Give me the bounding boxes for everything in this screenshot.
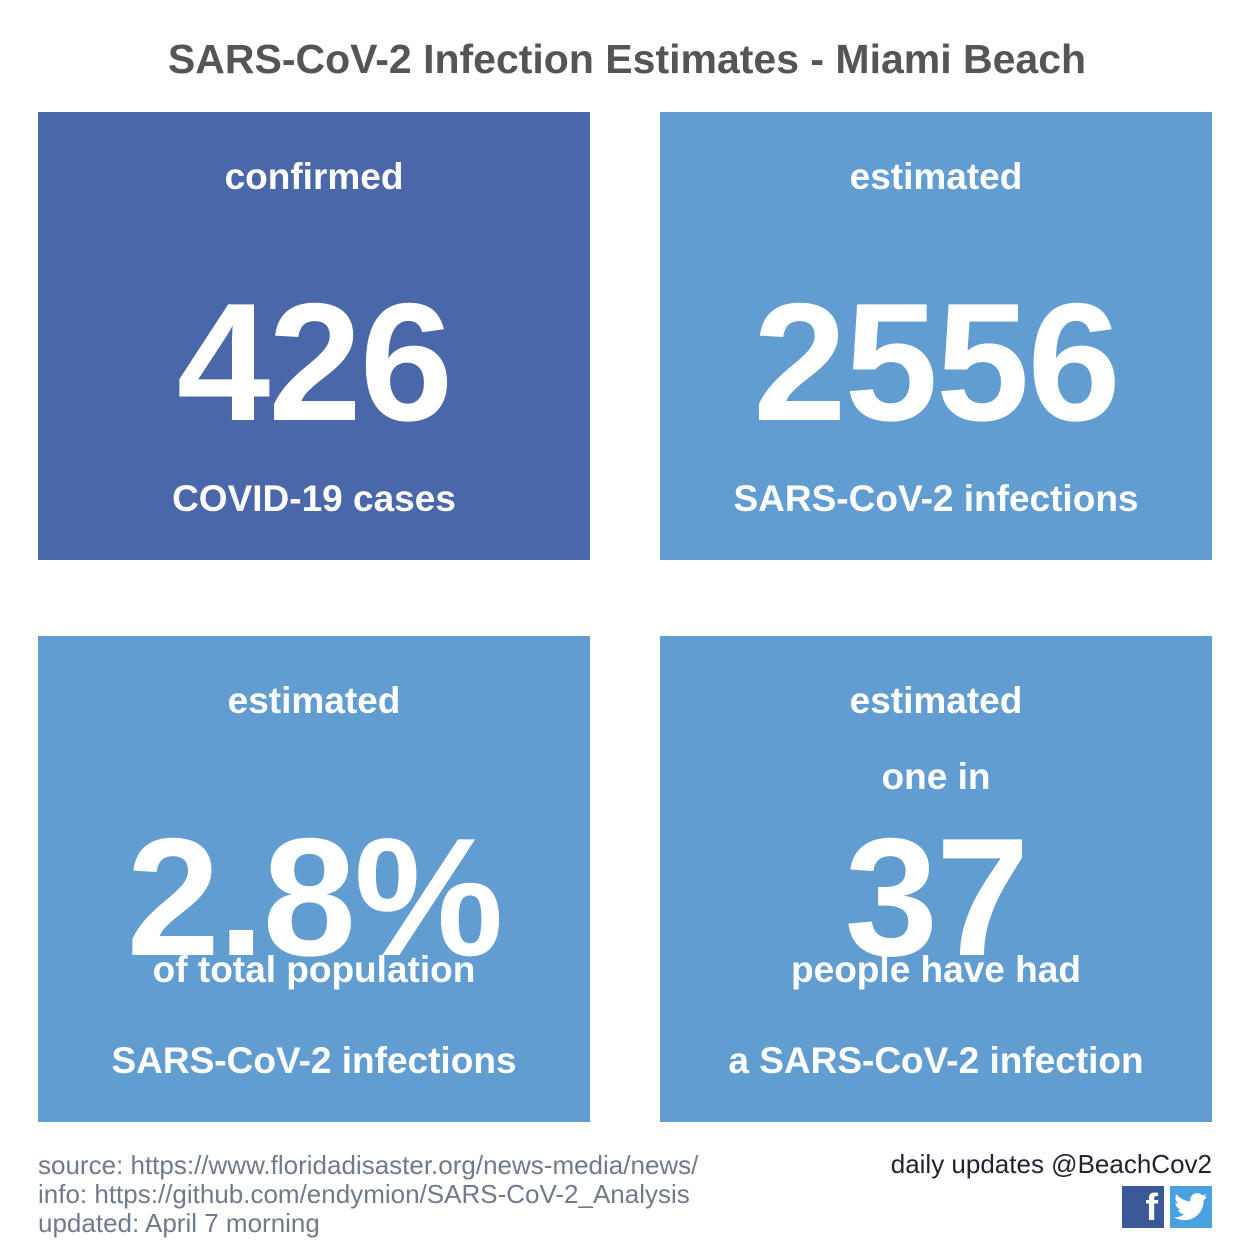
estimated-infections-card: estimated 2556 SARS-CoV-2 infections (660, 112, 1212, 560)
page-title: SARS-CoV-2 Infection Estimates - Miami B… (167, 36, 1087, 82)
card-label-bottom: a SARS-CoV-2 infection (728, 1040, 1144, 1081)
info-link[interactable]: info: https://github.com/endymion/SARS-C… (38, 1179, 690, 1209)
card-value: 2556 (753, 268, 1121, 456)
card-label-middle: of total population (152, 949, 476, 990)
social-icons: f (1122, 1186, 1212, 1228)
card-label-top: confirmed (224, 156, 404, 197)
card-value: 426 (176, 268, 453, 456)
card-label-top: estimated (849, 680, 1023, 721)
facebook-icon[interactable]: f (1122, 1186, 1164, 1228)
confirmed-cases-card: confirmed 426 COVID-19 cases (38, 112, 590, 560)
card-label-bottom: SARS-CoV-2 infections (733, 478, 1139, 519)
card-value: 37 (844, 803, 1030, 991)
card-label-pre: one in (881, 756, 991, 797)
source-link[interactable]: source: https://www.floridadisaster.org/… (38, 1150, 699, 1180)
updated-text: updated: April 7 morning (38, 1208, 320, 1238)
card-label-bottom: SARS-CoV-2 infections (111, 1040, 517, 1081)
card-label-bottom: COVID-19 cases (172, 478, 456, 519)
footer-sources: source: https://www.floridadisaster.org/… (38, 1151, 698, 1238)
card-label-middle: people have had (791, 949, 1081, 990)
twitter-icon[interactable] (1170, 1186, 1212, 1228)
card-label-top: estimated (849, 156, 1023, 197)
population-percent-card: estimated 2.8% of total population SARS-… (38, 636, 590, 1122)
card-label-top: estimated (227, 680, 401, 721)
daily-updates-text[interactable]: daily updates @BeachCov2 (890, 1149, 1212, 1179)
one-in-card: estimated one in 37 people have had a SA… (660, 636, 1212, 1122)
card-value: 2.8% (126, 803, 504, 991)
